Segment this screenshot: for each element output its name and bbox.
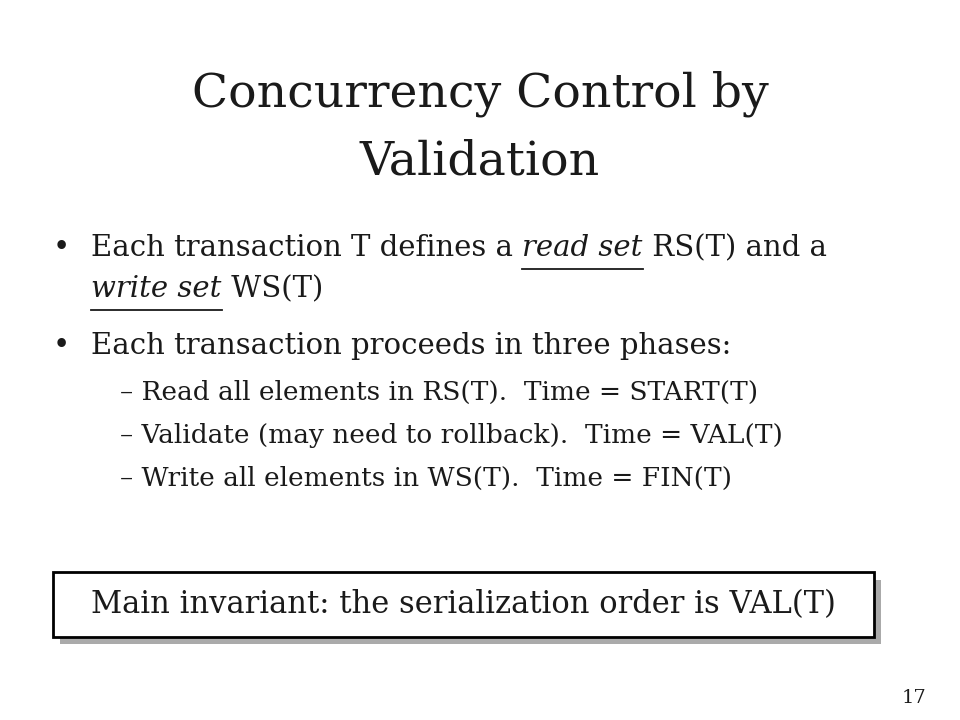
Text: Each transaction T defines a: Each transaction T defines a (91, 235, 522, 262)
FancyBboxPatch shape (60, 580, 881, 644)
Text: Validation: Validation (360, 140, 600, 184)
Text: read set: read set (522, 235, 643, 262)
Text: Concurrency Control by: Concurrency Control by (192, 71, 768, 117)
FancyBboxPatch shape (53, 572, 874, 637)
Text: RS(T) and a: RS(T) and a (643, 235, 827, 262)
Text: •: • (53, 235, 70, 262)
Text: •: • (53, 332, 70, 359)
Text: – Read all elements in RS(T).  Time = START(T): – Read all elements in RS(T). Time = STA… (120, 380, 758, 405)
Text: WS(T): WS(T) (222, 276, 323, 303)
Text: – Validate (may need to rollback).  Time = VAL(T): – Validate (may need to rollback). Time … (120, 423, 782, 448)
Text: Each transaction proceeds in three phases:: Each transaction proceeds in three phase… (91, 332, 732, 359)
Text: write set: write set (91, 276, 222, 303)
Text: Main invariant: the serialization order is VAL(T): Main invariant: the serialization order … (91, 589, 835, 621)
Text: 17: 17 (901, 689, 926, 707)
Text: – Write all elements in WS(T).  Time = FIN(T): – Write all elements in WS(T). Time = FI… (120, 467, 732, 491)
